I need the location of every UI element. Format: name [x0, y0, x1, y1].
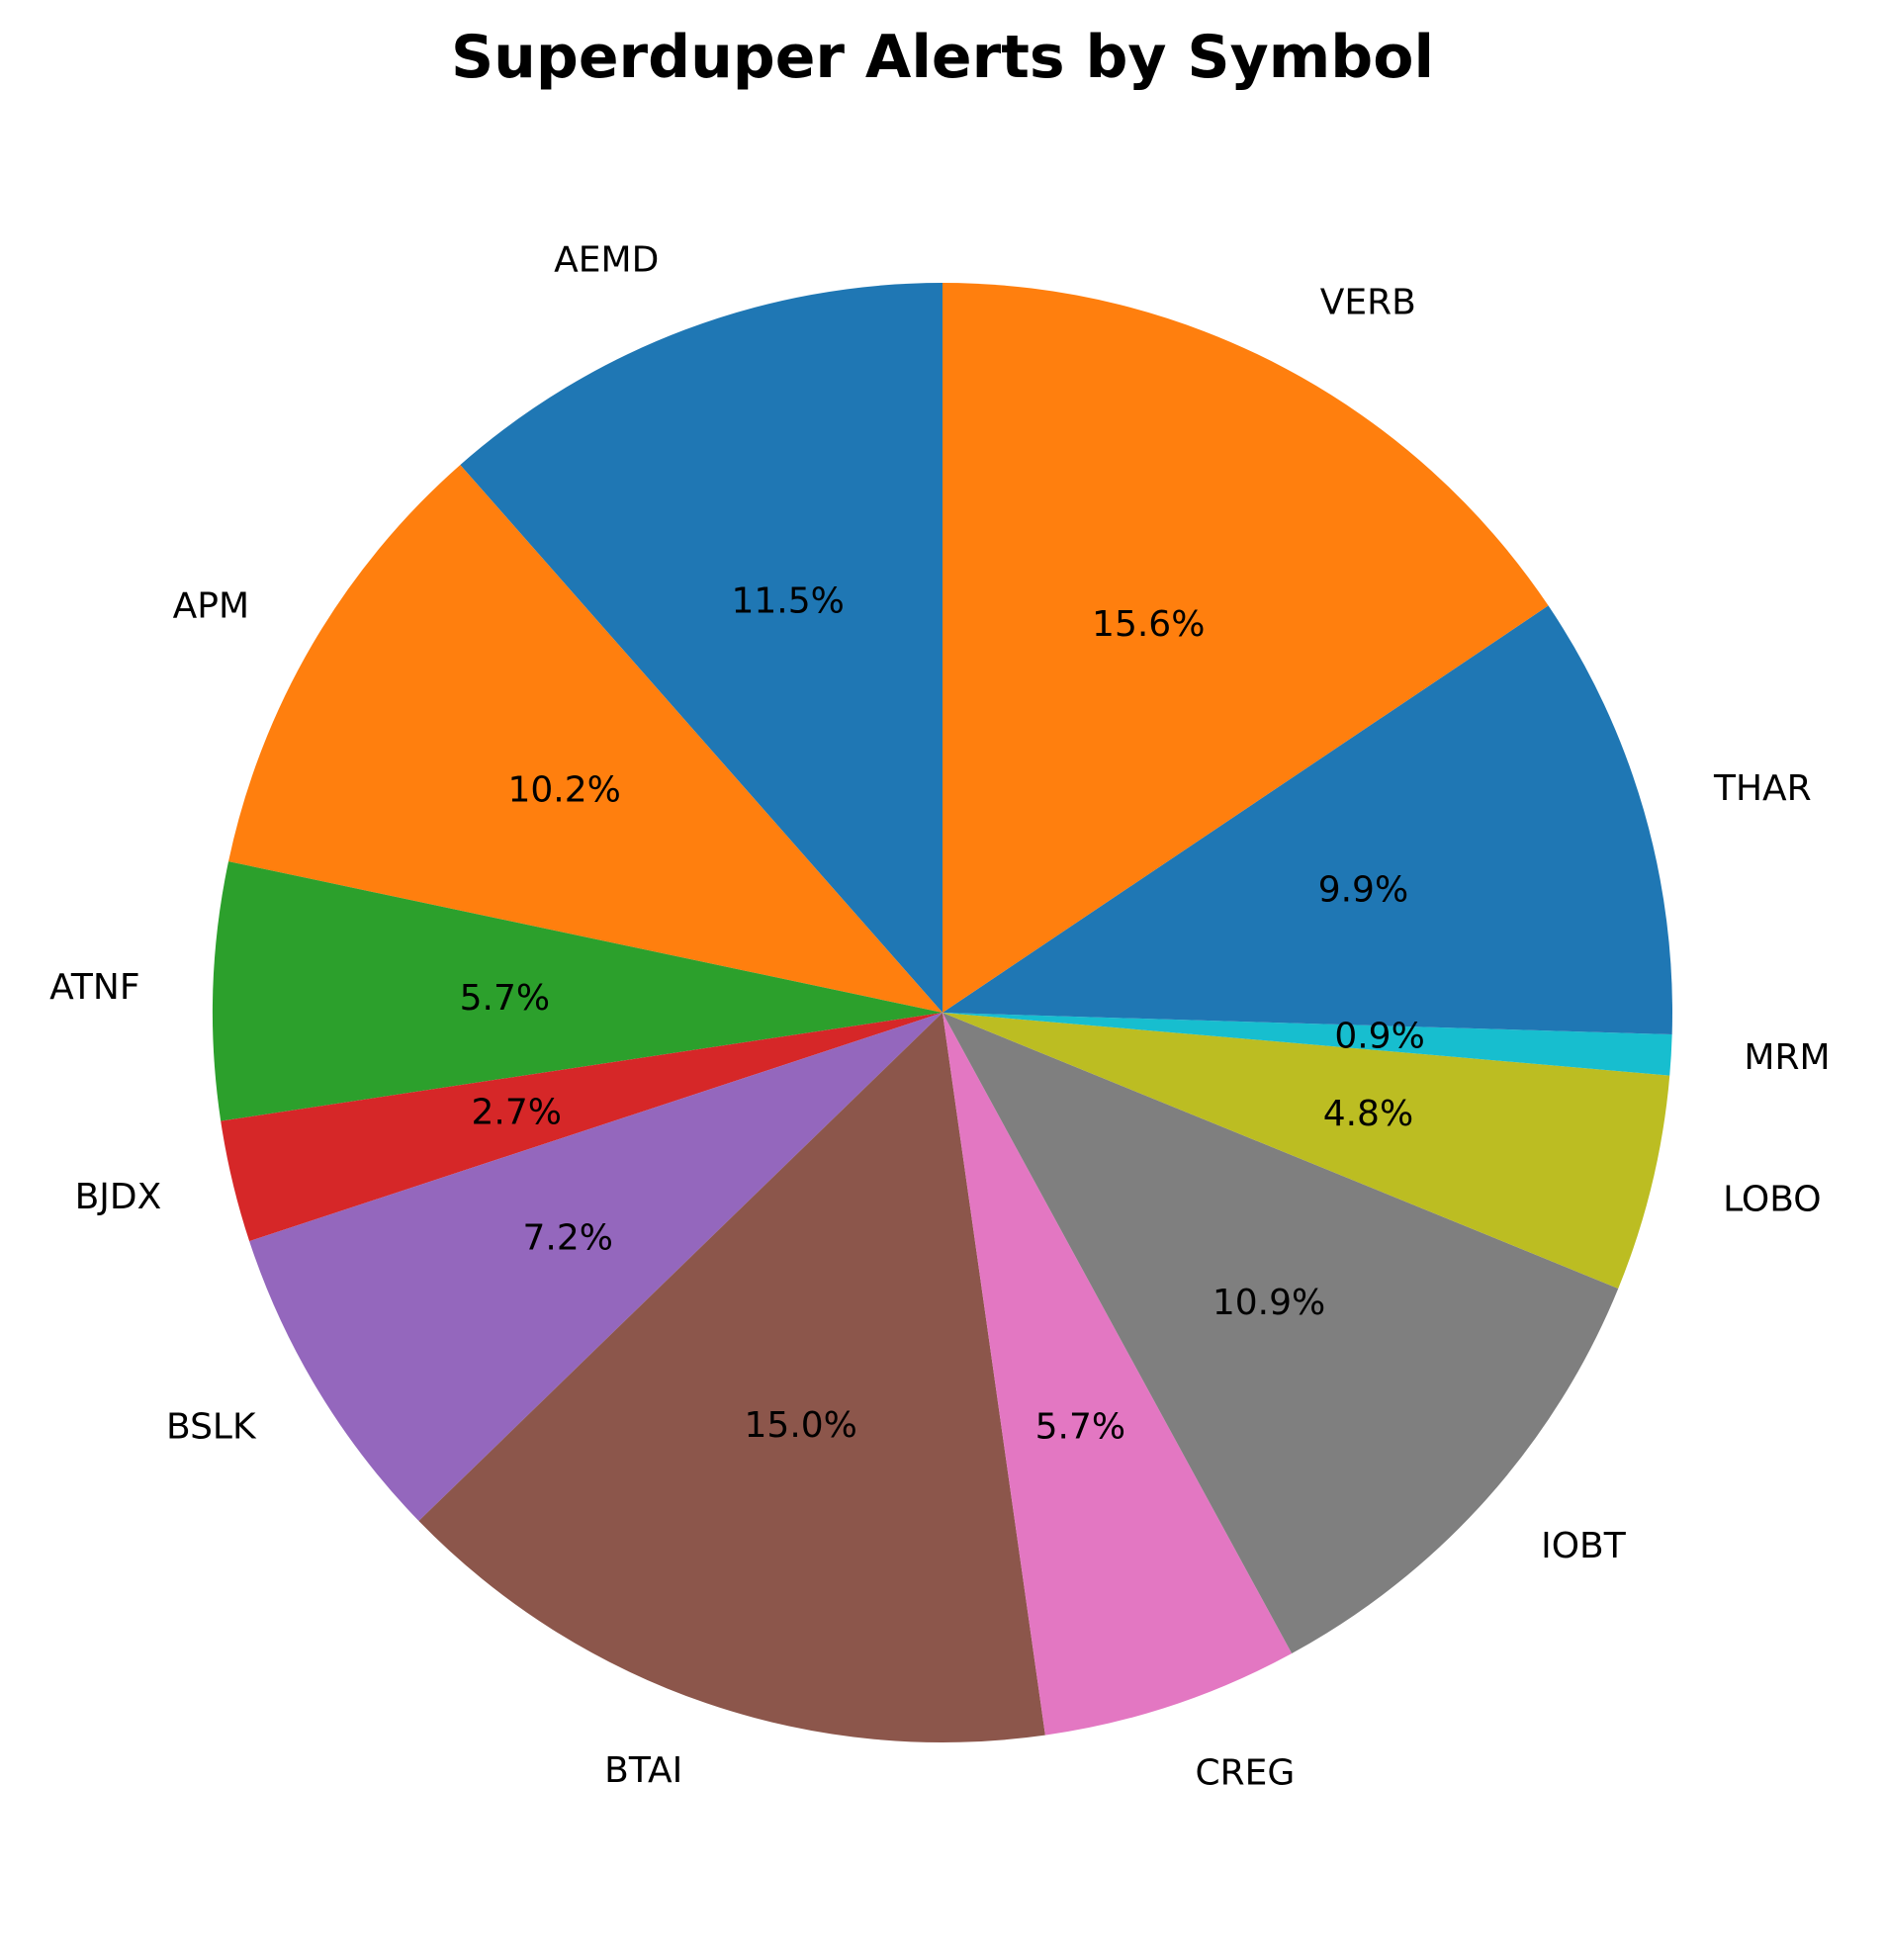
- pct-label-btai: 15.0%: [745, 1405, 857, 1446]
- pie-slice-apm: [228, 465, 943, 1013]
- pie-slice-mrm: [943, 1013, 1672, 1076]
- pct-label-verb: 15.6%: [1092, 604, 1205, 645]
- chart-title: Superduper Alerts by Symbol: [451, 23, 1434, 92]
- pie-slice-aemd: [460, 283, 943, 1013]
- pct-label-atnf: 5.7%: [460, 978, 550, 1019]
- pie-slice-btai: [418, 1013, 1045, 1742]
- slice-label-apm: APM: [173, 585, 249, 626]
- pie-slice-creg: [943, 1013, 1293, 1736]
- slice-labels: AEMD APM ATNF BJDX BSLK BTAI CREG IOBT LOBO MRM TH…: [49, 240, 1830, 1794]
- slice-label-iobt: IOBT: [1541, 1526, 1627, 1566]
- slice-label-creg: CREG: [1195, 1753, 1295, 1794]
- slice-label-atnf: ATNF: [49, 967, 139, 1008]
- pct-label-apm: 10.2%: [507, 770, 620, 811]
- slice-label-bslk: BSLK: [166, 1407, 257, 1448]
- pie-slice-iobt: [943, 1013, 1619, 1654]
- pie-slice-bjdx: [221, 1013, 943, 1242]
- pie-slice-atnf: [212, 861, 943, 1121]
- pct-label-bjdx: 2.7%: [472, 1093, 562, 1133]
- pie-slice-thar: [943, 605, 1672, 1035]
- percent-labels: 11.5% 10.2% 5.7% 2.7% 7.2% 15.0% 5.7% 10.9% 4.8%…: [460, 581, 1425, 1448]
- pct-label-iobt: 10.9%: [1212, 1283, 1325, 1323]
- slice-label-mrm: MRM: [1744, 1037, 1830, 1078]
- pie-slice-verb: [943, 283, 1549, 1013]
- pct-label-thar: 9.9%: [1318, 869, 1408, 910]
- pct-label-lobo: 4.8%: [1323, 1094, 1413, 1134]
- pct-label-bslk: 7.2%: [523, 1217, 613, 1258]
- slice-label-verb: VERB: [1320, 283, 1416, 323]
- pie-slices: [212, 283, 1672, 1742]
- slice-label-bjdx: BJDX: [75, 1177, 162, 1217]
- slice-label-btai: BTAI: [604, 1750, 682, 1791]
- slice-label-aemd: AEMD: [554, 240, 659, 281]
- pie-slice-lobo: [943, 1013, 1670, 1289]
- slice-label-lobo: LOBO: [1723, 1180, 1822, 1220]
- pie-slice-bslk: [249, 1013, 943, 1522]
- slice-label-thar: THAR: [1713, 768, 1812, 809]
- pct-label-mrm: 0.9%: [1334, 1017, 1424, 1057]
- pct-label-aemd: 11.5%: [731, 581, 844, 622]
- pct-label-creg: 5.7%: [1035, 1406, 1125, 1447]
